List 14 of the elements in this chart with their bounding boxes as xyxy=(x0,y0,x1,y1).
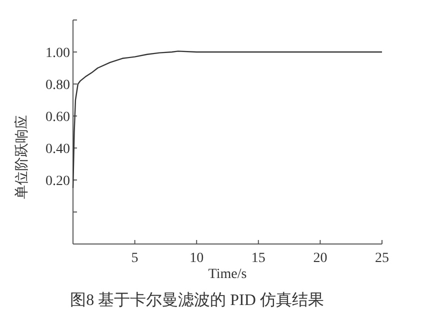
x-axis-title: Time/s xyxy=(208,267,247,282)
text: 图8 基于卡尔曼滤波的 PID 仿真结果 xyxy=(70,291,324,309)
y-tick-label: 0.20 xyxy=(46,174,70,189)
y-tick-label: 0.60 xyxy=(46,110,70,125)
y-tick-label: 0.40 xyxy=(46,142,70,157)
line-series xyxy=(72,50,383,189)
x-tick-label: 15 xyxy=(251,251,266,266)
y-axis-title: 单位阶跃响应 xyxy=(14,115,30,199)
x-tick-label: 5 xyxy=(131,251,138,266)
x-tick-label: 25 xyxy=(375,251,389,266)
x-tick-label: 20 xyxy=(313,251,328,266)
y-tick-label: 0.80 xyxy=(46,78,70,93)
x-tick-label: 10 xyxy=(190,251,204,266)
y-tick-label: 1.00 xyxy=(46,46,70,61)
